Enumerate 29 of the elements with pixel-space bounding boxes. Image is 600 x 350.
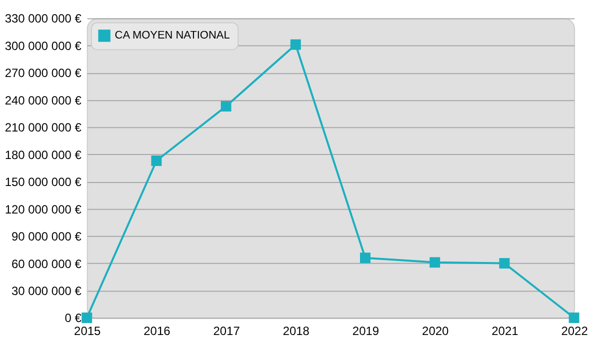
y-tick-label: 0 € — [64, 311, 82, 326]
legend-label: CA MOYEN NATIONAL — [114, 30, 230, 42]
x-tick-label: 2022 — [561, 324, 588, 338]
point — [220, 101, 232, 112]
y-tick-label: 150 000 000 € — [4, 175, 82, 190]
point — [430, 257, 440, 268]
y-tick-label: 300 000 000 € — [4, 38, 82, 53]
x-tick-label: 2016 — [144, 324, 171, 338]
x-tick-label: 2019 — [352, 324, 380, 338]
x-tick-label: 2018 — [282, 324, 310, 338]
y-tick-label: 30 000 000 € — [11, 284, 82, 298]
point — [360, 252, 370, 264]
x-tick-label: 2017 — [213, 324, 240, 338]
y-tick-label: 240 000 000 € — [4, 93, 82, 108]
y-tick-label: 210 000 000 € — [4, 120, 82, 135]
y-tick-label: 330 000 000 € — [4, 12, 82, 26]
point — [568, 312, 580, 323]
point — [499, 258, 510, 269]
y-tick-label: 90 000 000 € — [11, 230, 82, 244]
x-tick-label: 2021 — [492, 324, 519, 338]
point — [290, 39, 301, 50]
y-tick-label: 270 000 000 € — [4, 66, 82, 80]
y-tick-label: 60 000 000 € — [11, 256, 82, 271]
y-tick-label: 120 000 000 € — [4, 202, 82, 216]
x-tick-label: 2020 — [422, 324, 449, 338]
point — [82, 312, 92, 323]
point — [151, 156, 162, 166]
x-tick-label: 2015 — [74, 324, 102, 338]
y-tick-label: 180 000 000 € — [4, 148, 82, 162]
